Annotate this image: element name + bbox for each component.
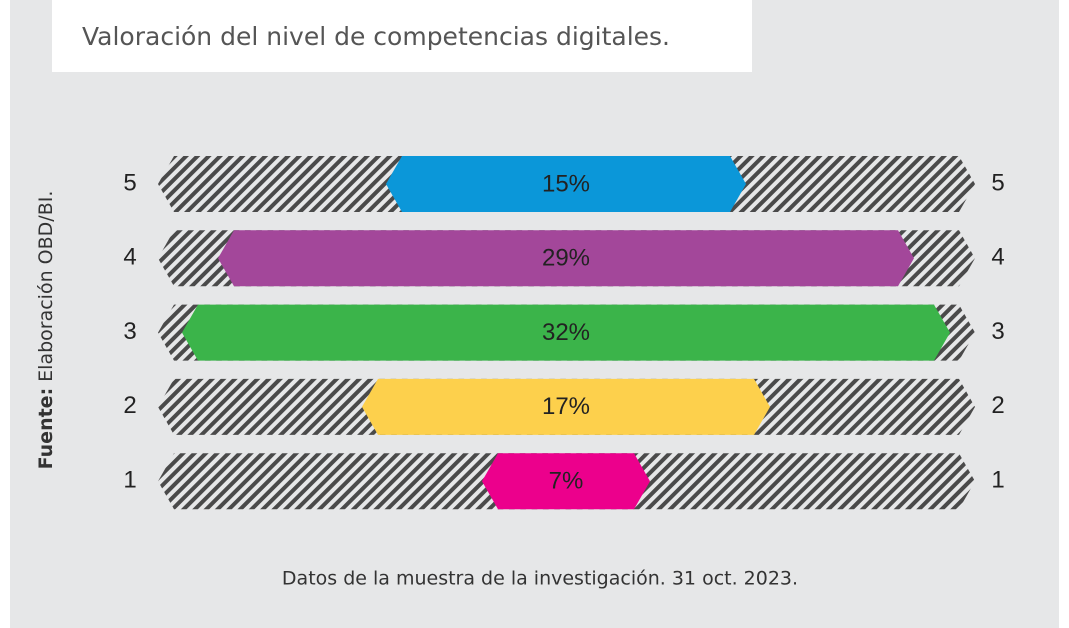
category-label-right: 2 (991, 392, 1004, 419)
category-label-right: 4 (991, 244, 1004, 271)
value-label: 15% (542, 170, 590, 197)
caption: Datos de la muestra de la investigación.… (282, 568, 798, 590)
value-label: 29% (542, 245, 590, 272)
bar (482, 453, 650, 510)
category-label-left: 5 (123, 169, 136, 196)
category-label-right: 3 (991, 318, 1004, 345)
category-label-left: 1 (123, 467, 136, 494)
chart-title: Valoración del nivel de competencias dig… (82, 22, 670, 51)
category-label-left: 4 (123, 244, 136, 271)
category-label-right: 1 (991, 467, 1004, 494)
source-text: Elaboración OBD/BI. (35, 191, 57, 382)
value-label: 32% (542, 319, 590, 346)
bar (386, 156, 746, 212)
category-label-left: 2 (123, 392, 136, 419)
title-box (52, 0, 752, 72)
source: Fuente: Elaboración OBD/BI. (35, 191, 57, 470)
bar (362, 378, 770, 435)
category-label-right: 5 (991, 169, 1004, 196)
bar (218, 230, 914, 287)
value-label: 17% (542, 393, 590, 420)
source-label: Fuente: (35, 388, 57, 470)
category-label-left: 3 (123, 318, 136, 345)
value-label: 7% (549, 468, 584, 495)
bar (182, 304, 950, 361)
